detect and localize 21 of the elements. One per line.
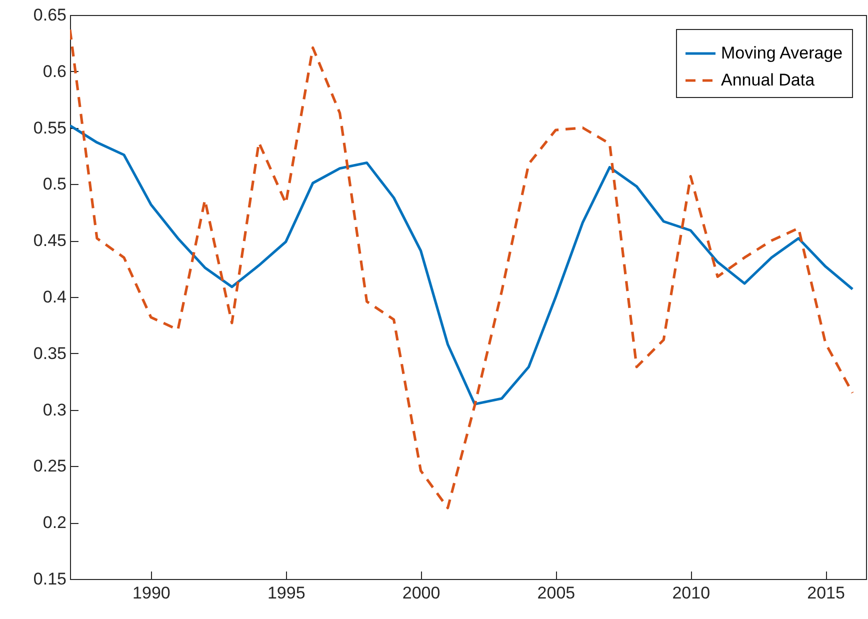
x-tick-label: 1995 [267,584,306,602]
x-tick-label: 2000 [402,584,440,602]
line-series [70,124,854,406]
x-tick-label: 1990 [132,584,170,602]
y-tick-label: 0.6 [42,62,66,81]
line-series [70,28,854,510]
y-tick-label: 0.65 [33,6,66,24]
x-tick-label: 2015 [807,584,845,602]
y-tick-label: 0.5 [42,174,66,194]
legend-label: Moving Average [721,44,843,62]
y-tick-label: 0.4 [42,288,66,306]
x-tick-label: 2010 [672,584,710,602]
y-tick-label: 0.35 [33,344,66,363]
x-tick-label: 2005 [537,584,576,602]
y-tick-label: 0.2 [42,513,66,532]
y-tick-label: 0.55 [33,118,66,138]
y-tick-label: 0.25 [33,456,66,476]
legend-label: Annual Data [721,70,816,90]
y-tick-label: 0.15 [33,570,66,588]
y-tick-label: 0.45 [33,231,66,250]
y-tick-label: 0.3 [42,400,66,420]
